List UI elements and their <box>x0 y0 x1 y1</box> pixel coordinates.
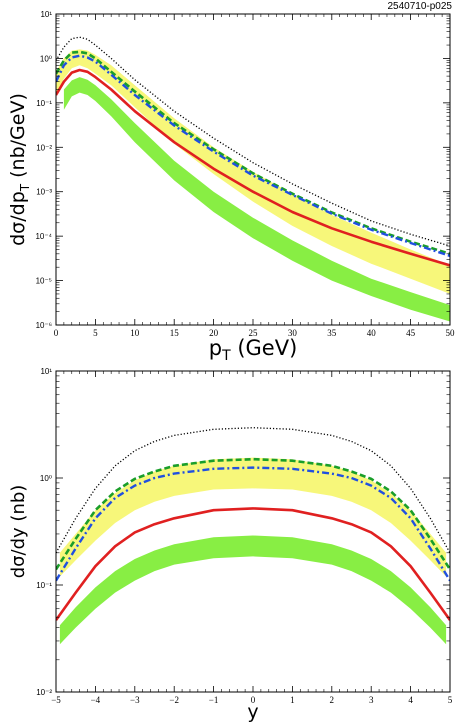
x-tick-label: 15 <box>170 328 180 338</box>
y-tick-label: 10⁻⁶ <box>36 321 52 330</box>
y-tick-label: 10⁻¹ <box>36 581 52 590</box>
plot-area <box>56 427 450 645</box>
plot-frame <box>55 370 451 693</box>
uncertainty-band-green <box>59 535 447 645</box>
y-tick-label: 10⁰ <box>40 54 52 63</box>
x-tick-label: 0 <box>54 328 59 338</box>
y-axis-label: dσ/dy (nb) <box>8 485 29 579</box>
x-tick-label: −3 <box>130 695 140 705</box>
x-tick-label: 3 <box>369 695 374 705</box>
x-tick-label: 40 <box>367 328 377 338</box>
plot-frame <box>55 13 451 326</box>
x-tick-label: 4 <box>408 695 413 705</box>
x-tick-label: 30 <box>288 328 298 338</box>
x-tick-label: 20 <box>209 328 219 338</box>
x-tick-label: 5 <box>93 328 98 338</box>
x-tick-label: 50 <box>446 328 456 338</box>
y-tick-label: 10¹ <box>40 367 52 376</box>
y-axis-label: dσ/dpT (nb/GeV) <box>7 93 32 246</box>
x-tick-label: 2 <box>330 695 335 705</box>
plot-area <box>56 36 450 322</box>
series-line-solid <box>56 68 450 267</box>
x-tick-label: −1 <box>209 695 219 705</box>
figure-id: 2540710-p025 <box>387 1 452 12</box>
x-tick-label: 10 <box>130 328 140 338</box>
uncertainty-band-yellow <box>59 457 447 577</box>
x-axis-label: y <box>247 701 258 722</box>
x-tick-label: 25 <box>249 328 259 338</box>
x-tick-label: 0 <box>251 695 256 705</box>
x-axis-label: pT (GeV) <box>209 336 298 364</box>
uncertainty-band-yellow <box>56 49 450 294</box>
x-tick-label: 5 <box>448 695 453 705</box>
x-tick-label: −2 <box>169 695 179 705</box>
pt-spectrum-panel: 0 5 10 15 20 25 30 35 40 45 50 10⁻⁶ 10⁻⁵ 10⁻⁴ 10⁻³ 10⁻²… <box>7 10 455 364</box>
series-line-solid <box>56 507 450 621</box>
series-line-dashdot <box>56 466 450 582</box>
x-tick-label: 35 <box>327 328 337 338</box>
series-line-dashdot <box>56 54 450 258</box>
x-tick-label: 45 <box>406 328 416 338</box>
y-tick-label: 10⁰ <box>40 474 52 483</box>
y-tick-label: 10⁻² <box>36 688 52 697</box>
x-tick-label: −4 <box>91 695 101 705</box>
x-tick-label: 1 <box>290 695 295 705</box>
series-line-dashed <box>56 50 450 256</box>
y-tick-label: 10¹ <box>40 10 52 19</box>
y-tick-label: 10⁻² <box>36 143 52 152</box>
rapidity-panel: −5 −4 −3 −2 −1 0 1 2 3 4 5 10⁻² 10⁻¹ 10⁰ 10¹ y dσ/dy (nb… <box>8 367 453 722</box>
y-tick-label: 10⁻¹ <box>36 99 52 108</box>
x-tick-label: −5 <box>51 695 61 705</box>
series-line-dotted <box>56 427 450 554</box>
uncertainty-band-green <box>63 77 450 322</box>
y-tick-label: 10⁻³ <box>36 188 52 197</box>
y-tick-label: 10⁻⁵ <box>36 277 52 286</box>
y-tick-label: 10⁻⁴ <box>35 232 52 241</box>
series-line-dotted <box>56 36 450 247</box>
